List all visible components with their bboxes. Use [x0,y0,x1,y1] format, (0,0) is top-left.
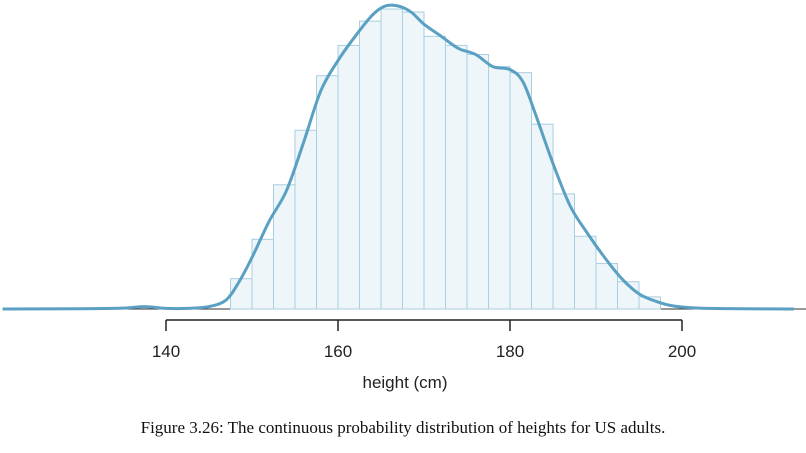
x-tick-label: 180 [496,342,524,361]
histogram-bar [445,44,468,310]
histogram-bar [316,75,339,310]
histogram-bar [230,278,253,310]
histogram-bar [402,11,425,310]
x-tick-label: 140 [152,342,180,361]
x-tick-label: 160 [324,342,352,361]
histogram-bar [466,53,489,310]
histogram-bar [273,184,296,310]
x-axis-ticks: 140 160 180 200 [152,320,696,361]
histogram-bar [509,72,532,310]
figure-caption: Figure 3.26: The continuous probability … [140,418,666,437]
x-tick-label: 200 [668,342,696,361]
histogram-bar [423,35,446,310]
histogram-bar [380,8,403,310]
histogram-bar [488,66,511,310]
x-axis-label: height (cm) [362,373,447,392]
histogram-bar [359,20,382,310]
histogram-chart: 140 160 180 200 height (cm) [2,3,806,392]
density-curve [2,3,794,311]
histogram-bar [574,235,597,310]
histogram-bar [337,44,360,310]
histogram-bars [230,8,661,310]
